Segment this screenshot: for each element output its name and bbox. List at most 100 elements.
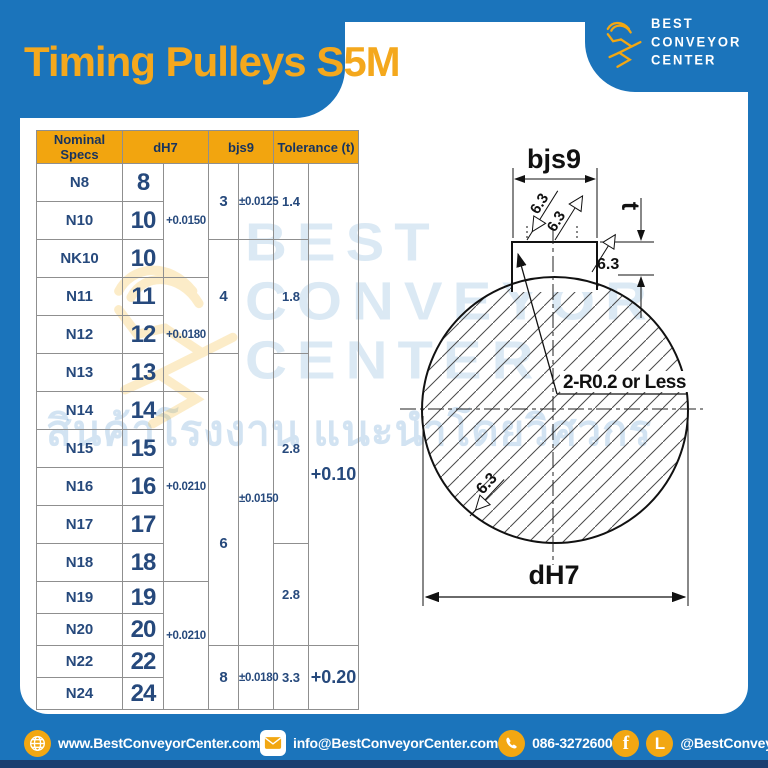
spec-cell: N22 xyxy=(36,645,123,678)
website-text: www.BestConveyorCenter.com xyxy=(58,735,261,751)
dia-cell: 17 xyxy=(122,505,164,544)
email-text: info@BestConveyorCenter.com xyxy=(293,735,499,751)
spec-cell: N10 xyxy=(36,201,123,240)
bjs9-tol-cell: ±0.0150 xyxy=(237,239,279,646)
dia-cell: 11 xyxy=(122,277,164,316)
t-cell: 2.8 xyxy=(273,543,310,646)
logo-line: CONVEYOR xyxy=(651,33,742,50)
header-dh7: dH7 xyxy=(122,130,209,164)
table-row: N17 17 xyxy=(36,505,359,544)
dh7-dimension-label: dH7 xyxy=(528,560,579,590)
spec-cell: N15 xyxy=(36,429,123,468)
t-cell: 3.3 xyxy=(273,645,310,710)
spec-cell: N24 xyxy=(36,677,123,710)
header-nominal-specs: Nominal Specs xyxy=(36,130,123,164)
spec-cell: N18 xyxy=(36,543,123,582)
dia-cell: 15 xyxy=(122,429,164,468)
bottom-edge-strip xyxy=(0,760,768,768)
dia-cell: 22 xyxy=(122,645,164,678)
contact-bar: www.BestConveyorCenter.com info@BestConv… xyxy=(0,724,768,762)
bjs9-tol-cell: ±0.0125 xyxy=(237,163,279,240)
bjs9-cell: 4 xyxy=(208,239,239,354)
dia-cell: 16 xyxy=(122,467,164,506)
shaft-circle xyxy=(421,276,689,544)
t-tol-cell: +0.20 xyxy=(308,645,360,710)
t-cell: 1.4 xyxy=(273,163,310,240)
dia-cell: 13 xyxy=(122,353,164,392)
dia-cell: 8 xyxy=(122,163,164,202)
bjs9-tol-cell: ±0.0180 xyxy=(237,645,279,710)
dia-cell: 12 xyxy=(122,315,164,354)
roughness-mark-icon: 6.3 xyxy=(544,194,584,241)
header-tolerance: Tolerance (t) xyxy=(273,130,360,164)
logo-line: BEST xyxy=(651,15,694,32)
dh7-tol-cell: +0.0210 xyxy=(163,391,209,582)
bjs9-cell: 6 xyxy=(208,353,239,646)
table-row: NK10 10 4 ±0.0150 1.8 xyxy=(36,239,359,646)
dh7-tol-cell: +0.0210 xyxy=(163,581,209,710)
spec-cell: N8 xyxy=(36,163,123,202)
social-text: @BestConveyorCenter xyxy=(680,735,768,751)
line-icon: L xyxy=(646,729,674,757)
bjs9-dimension-label: bjs9 xyxy=(527,144,581,174)
table-row: N24 24 xyxy=(36,677,359,710)
table-row: N11 11 +0.0180 xyxy=(36,277,359,392)
dia-cell: 24 xyxy=(122,677,164,710)
page-title: Timing Pulleys S5M xyxy=(24,38,401,85)
spec-cell: N17 xyxy=(36,505,123,544)
spec-cell: N16 xyxy=(36,467,123,506)
title-banner: Timing Pulleys S5M xyxy=(0,0,401,118)
table-row: N8 8 +0.0150 3 ±0.0125 1.4 +0.10 xyxy=(36,163,360,646)
spec-cell: N13 xyxy=(36,353,123,392)
radius-note-label: 2-R0.2 or Less xyxy=(563,372,686,393)
t-cell: 1.8 xyxy=(273,239,310,354)
spec-cell: NK10 xyxy=(36,239,123,278)
roughness-mark-icon: 6.3 xyxy=(591,233,619,273)
logo-wordmark: BEST CONVEYOR CENTER xyxy=(651,14,741,69)
table-row: N13 13 6 2.8 xyxy=(36,353,359,646)
dia-cell: 19 xyxy=(122,581,164,614)
spec-cell: N20 xyxy=(36,613,123,646)
t-tol-cell: +0.10 xyxy=(308,163,360,646)
svg-text:6.3: 6.3 xyxy=(527,190,552,217)
keyway-outline xyxy=(511,241,598,292)
globe-icon xyxy=(24,729,51,757)
table-row: N20 20 xyxy=(36,613,359,646)
dh7-tol-cell: +0.0150 xyxy=(163,163,209,278)
svg-text:6.3: 6.3 xyxy=(597,256,619,273)
dia-cell: 10 xyxy=(122,201,164,240)
table-row: N15 15 xyxy=(36,429,359,468)
goat-logo-icon xyxy=(606,21,642,68)
bjs9-cell: 8 xyxy=(208,645,239,710)
phone-icon xyxy=(498,729,526,757)
bjs9-cell: 3 xyxy=(208,163,239,240)
dia-cell: 20 xyxy=(122,613,164,646)
header-bjs9: bjs9 xyxy=(207,130,275,164)
dia-cell: 18 xyxy=(122,543,164,582)
dh7-tol-cell: +0.0180 xyxy=(163,277,209,392)
phone-item: 086-3272600 xyxy=(498,729,613,757)
t-cell: 2.8 xyxy=(273,353,310,544)
email-icon xyxy=(260,730,287,756)
spec-cell: N19 xyxy=(36,581,123,614)
website-item: www.BestConveyorCenter.com xyxy=(24,729,261,757)
logo-line: CENTER xyxy=(651,51,717,68)
table-row: N18 18 2.8 xyxy=(36,543,359,646)
svg-text:6.3: 6.3 xyxy=(544,208,569,235)
facebook-icon: f xyxy=(612,729,640,757)
table-row: N12 12 xyxy=(36,315,359,354)
dia-cell: 10 xyxy=(122,239,164,278)
shaft-cross-section-diagram: bjs9 t 6.3 6.3 6.3 xyxy=(400,144,703,606)
phone-text: 086-3272600 xyxy=(532,735,613,751)
dia-cell: 14 xyxy=(122,391,164,430)
spec-cell: N11 xyxy=(36,277,123,316)
spec-table: Nominal Specs dH7 bjs9 Tolerance (t) N8 … xyxy=(36,130,360,710)
table-row: N14 14 +0.0210 xyxy=(36,391,359,582)
spec-cell: N12 xyxy=(36,315,123,354)
t-dimension-label: t xyxy=(616,202,644,211)
social-item: f L @BestConveyorCenter xyxy=(612,729,768,757)
table-header-row: Nominal Specs dH7 bjs9 Tolerance (t) xyxy=(36,130,360,164)
brand-logo: BEST CONVEYOR CENTER xyxy=(585,0,768,92)
table-row: N22 22 8 ±0.0180 3.3 +0.20 xyxy=(36,645,360,710)
